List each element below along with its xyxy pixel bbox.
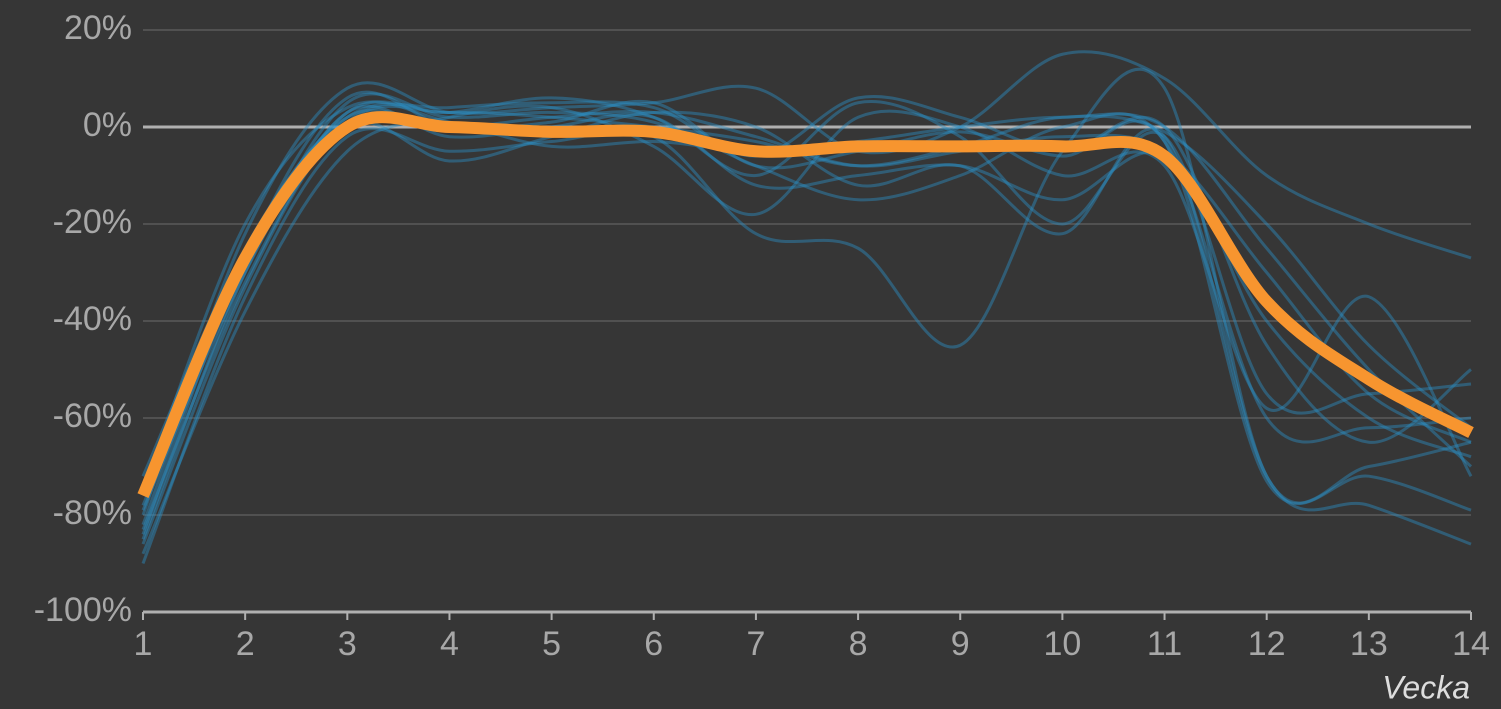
series-line (141, 96, 1472, 506)
x-axis-label: Vecka (1382, 669, 1470, 705)
y-tick-label: 20% (64, 9, 132, 47)
y-tick-label: 0% (83, 106, 132, 144)
x-tick-label: 13 (1350, 625, 1388, 663)
series-line (141, 67, 1472, 565)
x-tick-label: 11 (1147, 625, 1182, 663)
x-tick-label: 10 (1043, 625, 1081, 663)
series-line (137, 111, 1474, 498)
x-tick-label: 2 (236, 625, 255, 663)
x-tick-label: 6 (644, 625, 663, 663)
series-line (141, 92, 1472, 540)
x-tick-label: 4 (440, 625, 459, 663)
x-tick-label: 1 (134, 625, 153, 663)
x-tick-label: 14 (1452, 625, 1490, 663)
y-tick-label: -80% (53, 494, 132, 532)
x-tick-label: 8 (849, 625, 868, 663)
x-tick-label: 12 (1248, 625, 1286, 663)
y-tick-label: -60% (53, 397, 132, 435)
series-line (141, 95, 1472, 526)
y-tick-label: -100% (34, 591, 132, 629)
series-line (141, 104, 1472, 511)
y-tick-label: -40% (53, 300, 132, 338)
x-tick-label: 9 (951, 625, 970, 663)
series-line (141, 90, 1472, 535)
series-line (141, 104, 1473, 555)
y-tick-label: -20% (53, 203, 132, 241)
x-tick-label: 3 (338, 625, 357, 663)
x-tick-label: 7 (746, 625, 765, 663)
x-tick-label: 5 (542, 625, 561, 663)
series-line (141, 50, 1472, 516)
